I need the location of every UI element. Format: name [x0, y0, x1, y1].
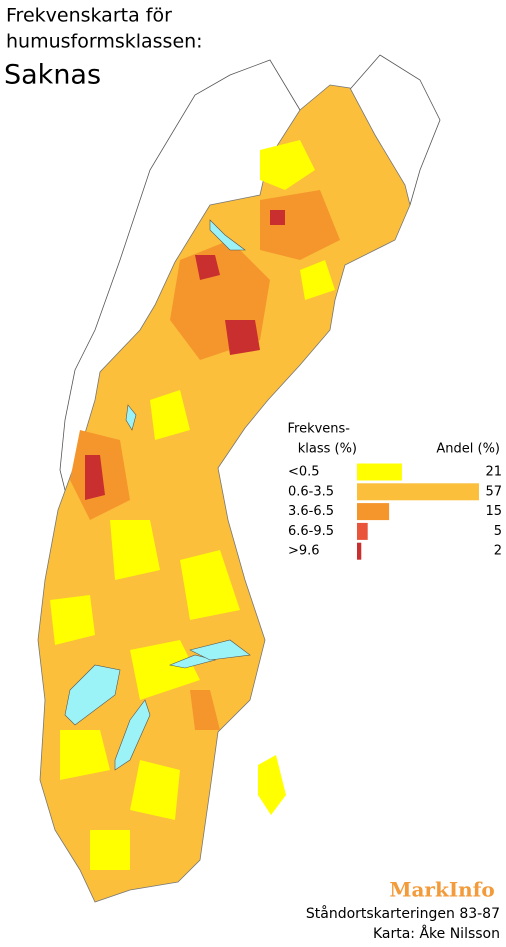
brand: MarkInfo: [389, 878, 494, 902]
legend-bar: [357, 463, 402, 481]
border-line: [59, 59, 301, 511]
legend-bar: [357, 483, 479, 501]
legend-value: 2: [494, 544, 502, 559]
subject: Saknas: [4, 60, 101, 91]
legend-value: 15: [485, 504, 502, 519]
legend-bar: [357, 542, 362, 560]
lakes: [64, 219, 251, 771]
legend-header: klass (%): [298, 442, 357, 457]
legend-label: <0.5: [288, 465, 320, 480]
legend: <0.5 21 0.6-3.5 57 3.6-6.5 15 6.6-9.5 5 >9.6 2: [288, 463, 502, 560]
legend-value: 5: [494, 524, 502, 539]
border-line: [344, 54, 441, 206]
map-patches: [50, 140, 335, 870]
footer-text: Ståndortskarteringen 83-87: [306, 905, 500, 922]
legend-value: 57: [485, 484, 502, 499]
footer-text: Karta: Åke Nilsson: [373, 925, 500, 942]
legend-header: Andel (%): [436, 442, 500, 457]
title-line: Frekvenskarta för: [6, 5, 172, 27]
legend-label: 6.6-9.5: [288, 524, 334, 539]
legend-bar: [357, 503, 390, 521]
legend-label: >9.6: [288, 544, 320, 559]
legend-label: 3.6-6.5: [288, 504, 334, 519]
legend-label: 0.6-3.5: [288, 484, 334, 499]
legend-value: 21: [485, 465, 502, 480]
legend-bar: [357, 522, 368, 540]
map-patches: [85, 210, 285, 500]
title-line: humusformsklassen:: [6, 31, 203, 53]
legend-header: Frekvens-: [287, 422, 350, 437]
map: [37, 84, 411, 903]
